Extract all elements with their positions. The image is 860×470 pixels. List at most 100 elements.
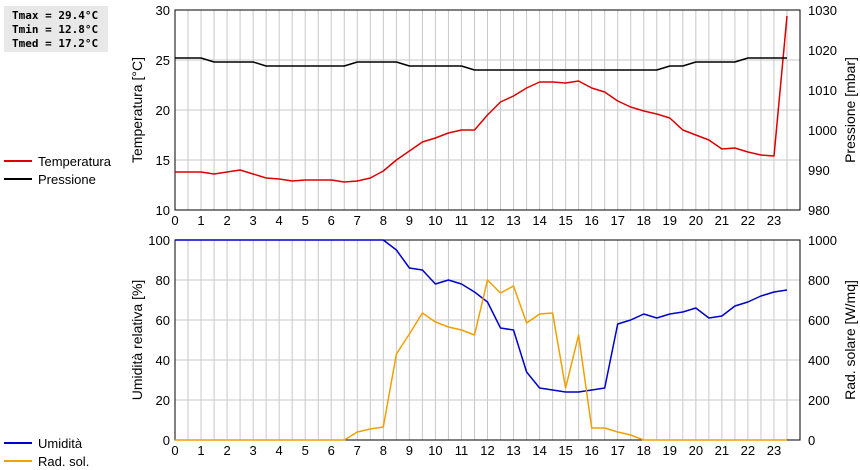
- y-tick-label-left-bottom: 60: [156, 313, 170, 328]
- y-axis-label-left-top: Temperatura [°C]: [129, 57, 145, 163]
- x-tick-label-bottom: 8: [380, 443, 387, 458]
- x-tick-label-top: 17: [610, 213, 624, 228]
- x-tick-label-bottom: 21: [715, 443, 729, 458]
- series-line-pressione: [175, 57, 787, 71]
- x-tick-label-bottom: 16: [584, 443, 598, 458]
- y-tick-label-right-top: 1010: [808, 83, 837, 98]
- tmed-label: Tmed = 17.2°C: [12, 37, 99, 50]
- plot-frame-bottom: [174, 239, 801, 441]
- y-tick-label-right-bottom: 1000: [808, 233, 837, 248]
- x-tick-label-bottom: 0: [171, 443, 178, 458]
- x-tick-label-bottom: 6: [328, 443, 335, 458]
- y-tick-label-right-top: 1030: [808, 3, 837, 18]
- x-tick-label-top: 15: [558, 213, 572, 228]
- x-tick-label-top: 3: [250, 213, 257, 228]
- x-tick-label-bottom: 23: [767, 443, 781, 458]
- x-tick-label-top: 4: [276, 213, 283, 228]
- y-tick-label-left-bottom: 100: [148, 233, 170, 248]
- y-tick-label-left-top: 15: [156, 153, 170, 168]
- x-tick-label-top: 13: [506, 213, 520, 228]
- series-line-rad-sol-: [175, 279, 787, 441]
- legend-label-temperatura: Temperatura: [38, 153, 111, 169]
- y-axis-label-right-bottom: Rad. solare [W/mq]: [842, 280, 858, 400]
- y-tick-label-left-top: 30: [156, 3, 170, 18]
- x-tick-label-top: 11: [455, 213, 469, 228]
- chart-canvas: 0 1 2 3 4 5 6 7 8 9 10 11 12 13 14 15 16 17 18 19 20 21 22 2310…: [129, 3, 858, 458]
- y-tick-label-left-bottom: 20: [156, 393, 170, 408]
- stats-box: Tmax = 29.4°C Tmin = 12.8°C Tmed = 17.2°…: [4, 6, 108, 52]
- x-tick-label-bottom: 5: [302, 443, 309, 458]
- legend-swatch-umidita: [4, 442, 32, 444]
- x-tick-label-bottom: 11: [455, 443, 469, 458]
- x-tick-label-bottom: 18: [637, 443, 651, 458]
- y-tick-label-right-top: 1020: [808, 43, 837, 58]
- x-tick-label-top: 5: [302, 213, 309, 228]
- x-tick-label-top: 2: [223, 213, 230, 228]
- x-tick-label-bottom: 15: [558, 443, 572, 458]
- x-tick-label-top: 22: [741, 213, 755, 228]
- x-tick-label-top: 10: [428, 213, 442, 228]
- y-tick-label-right-bottom: 200: [808, 393, 830, 408]
- legend-item-pressione: Pressione: [4, 170, 111, 188]
- x-tick-label-top: 23: [767, 213, 781, 228]
- x-tick-label-bottom: 13: [506, 443, 520, 458]
- y-axis-label-right-top: Pressione [mbar]: [842, 57, 858, 163]
- y-tick-label-left-top: 25: [156, 53, 170, 68]
- x-tick-label-top: 14: [532, 213, 546, 228]
- x-tick-label-bottom: 4: [276, 443, 283, 458]
- legend-bottom: Umidità Rad. sol.: [4, 434, 89, 470]
- x-tick-label-bottom: 20: [689, 443, 703, 458]
- x-tick-label-top: 12: [480, 213, 494, 228]
- y-tick-label-right-bottom: 600: [808, 313, 830, 328]
- x-tick-label-bottom: 7: [354, 443, 361, 458]
- x-tick-label-bottom: 22: [741, 443, 755, 458]
- y-tick-label-left-bottom: 80: [156, 273, 170, 288]
- x-tick-label-top: 0: [171, 213, 178, 228]
- series-line-temperatura: [175, 15, 788, 183]
- y-tick-label-right-bottom: 400: [808, 353, 830, 368]
- x-tick-label-bottom: 14: [532, 443, 546, 458]
- x-tick-label-bottom: 1: [197, 443, 204, 458]
- legend-item-temperatura: Temperatura: [4, 152, 111, 170]
- legend-top: Temperatura Pressione: [4, 152, 111, 188]
- y-tick-label-left-bottom: 40: [156, 353, 170, 368]
- x-tick-label-top: 16: [584, 213, 598, 228]
- y-tick-label-right-top: 990: [808, 163, 830, 178]
- tmin-label: Tmin = 12.8°C: [12, 23, 99, 36]
- x-tick-label-top: 1: [197, 213, 204, 228]
- x-tick-label-top: 8: [380, 213, 387, 228]
- y-tick-label-left-bottom: 0: [163, 433, 170, 448]
- x-tick-label-bottom: 12: [480, 443, 494, 458]
- x-tick-label-bottom: 10: [428, 443, 442, 458]
- x-tick-label-top: 6: [328, 213, 335, 228]
- x-tick-label-bottom: 2: [223, 443, 230, 458]
- y-tick-label-right-bottom: 800: [808, 273, 830, 288]
- legend-swatch-rad-sol: [4, 460, 32, 462]
- y-axis-label-left-bottom: Umidità relativa [%]: [129, 280, 145, 401]
- tmax-label: Tmax = 29.4°C: [12, 9, 99, 22]
- x-tick-label-top: 7: [354, 213, 361, 228]
- x-tick-label-bottom: 19: [663, 443, 677, 458]
- x-tick-label-bottom: 17: [610, 443, 624, 458]
- y-tick-label-right-bottom: 0: [808, 433, 815, 448]
- y-tick-label-left-top: 10: [156, 203, 170, 218]
- legend-label-pressione: Pressione: [38, 171, 96, 187]
- legend-item-rad-sol: Rad. sol.: [4, 452, 89, 470]
- y-tick-label-right-top: 980: [808, 203, 830, 218]
- plot-frame-top: [174, 9, 801, 211]
- x-tick-label-bottom: 9: [406, 443, 413, 458]
- x-tick-label-top: 21: [715, 213, 729, 228]
- legend-swatch-pressione: [4, 178, 32, 180]
- x-tick-label-top: 19: [663, 213, 677, 228]
- x-tick-label-top: 9: [406, 213, 413, 228]
- legend-label-umidita: Umidità: [38, 435, 83, 451]
- legend-swatch-temperatura: [4, 160, 32, 162]
- y-tick-label-left-top: 20: [156, 103, 170, 118]
- legend-item-umidita: Umidità: [4, 434, 89, 452]
- y-tick-label-right-top: 1000: [808, 123, 837, 138]
- legend-label-rad-sol: Rad. sol.: [38, 453, 90, 469]
- series-line-umidit-: [175, 239, 788, 393]
- x-tick-label-top: 18: [637, 213, 651, 228]
- x-tick-label-bottom: 3: [250, 443, 257, 458]
- x-tick-label-top: 20: [689, 213, 703, 228]
